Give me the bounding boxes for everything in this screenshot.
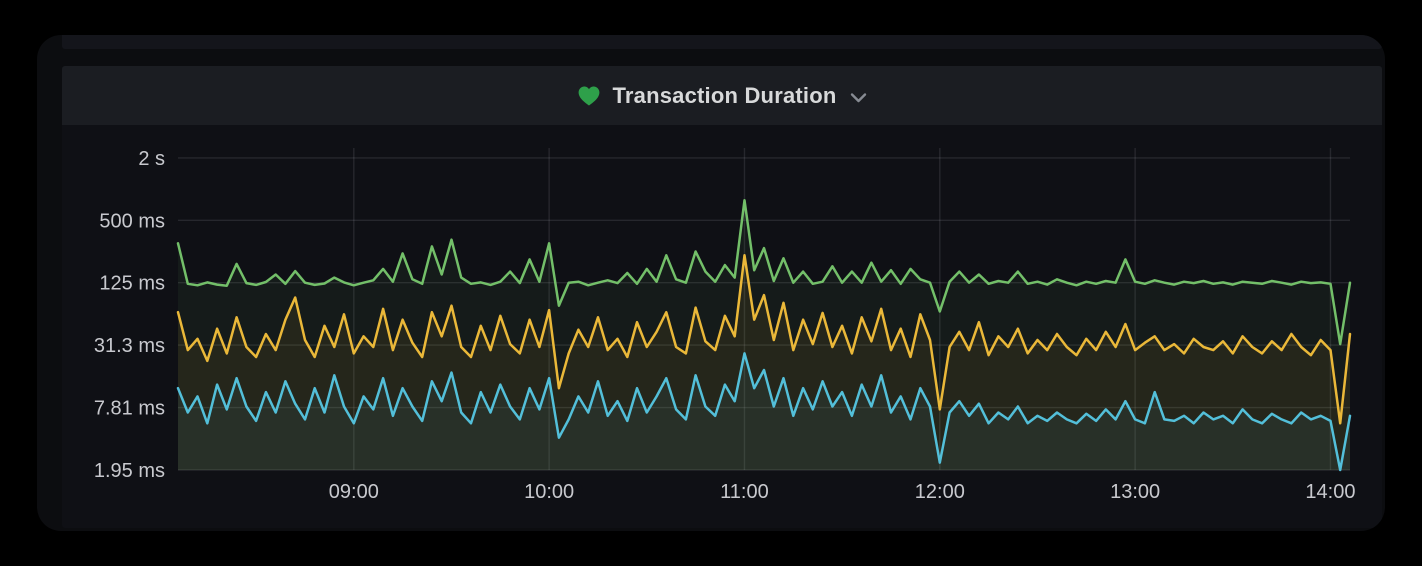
heart-shape: [579, 86, 600, 105]
heart-icon: [577, 85, 601, 107]
series-fill-yellow: [178, 255, 1350, 470]
x-tick-label: 12:00: [915, 481, 965, 503]
x-tick-label: 09:00: [329, 481, 379, 503]
y-tick-label: 31.3 ms: [94, 335, 165, 357]
previous-panel-edge: [62, 35, 1382, 49]
panel-title[interactable]: Transaction Duration: [612, 82, 837, 108]
series-line-yellow: [176, 254, 1352, 425]
x-tick-label: 11:00: [720, 481, 769, 503]
y-tick-label: 7.81 ms: [94, 398, 165, 420]
y-tick-label: 2 s: [138, 148, 165, 170]
transaction-duration-panel: Transaction Duration 2 s 500 ms 125 ms 31.3…: [62, 66, 1382, 528]
chevron-stroke: [850, 92, 866, 102]
x-tick-label: 10:00: [524, 481, 574, 503]
panel-header[interactable]: Transaction Duration: [62, 66, 1382, 125]
x-tick-label: 13:00: [1110, 481, 1160, 503]
series-fill-blue: [178, 353, 1350, 470]
dashboard-window: Transaction Duration 2 s 500 ms 125 ms 31.3…: [37, 35, 1385, 531]
series-line-blue: [176, 352, 1352, 472]
y-tick-label: 1.95 ms: [94, 460, 165, 482]
series-fill-green: [178, 200, 1350, 471]
y-tick-label: 500 ms: [99, 210, 165, 232]
time-series-chart[interactable]: 2 s 500 ms 125 ms 31.3 ms 7.81 ms 1.95 ms 09:0…: [62, 125, 1382, 528]
x-tick-label: 14:00: [1305, 481, 1355, 503]
y-tick-label: 125 ms: [99, 273, 165, 295]
series-line-green: [176, 199, 1352, 346]
chart-area[interactable]: 2 s 500 ms 125 ms 31.3 ms 7.81 ms 1.95 ms 09:0…: [62, 125, 1382, 528]
chevron-down-icon[interactable]: [850, 92, 867, 104]
